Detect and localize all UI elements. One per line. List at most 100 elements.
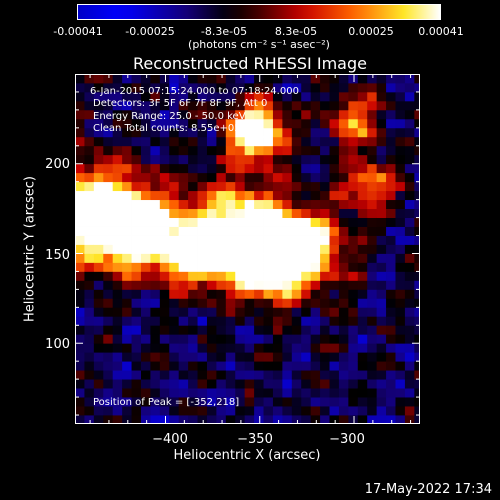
heatmap-cell — [395, 127, 406, 138]
heatmap-cell — [404, 253, 415, 263]
heatmap-cell — [376, 181, 387, 192]
heatmap-cell — [225, 361, 236, 371]
heatmap-cell — [414, 298, 420, 308]
heatmap-cell — [386, 298, 396, 308]
heatmap-cell — [197, 154, 208, 165]
heatmap-cell — [140, 127, 151, 138]
heatmap-cell — [235, 406, 246, 416]
heatmap-cell — [301, 226, 312, 236]
heatmap-cell — [206, 74, 217, 84]
heatmap-cell — [357, 136, 368, 147]
heatmap-cell — [197, 397, 208, 407]
heatmap-cell — [376, 118, 387, 129]
heatmap-cell — [348, 289, 359, 299]
heatmap-cell — [376, 370, 387, 380]
heatmap-cell — [140, 397, 151, 407]
heatmap-cell — [75, 118, 85, 129]
heatmap-cell — [112, 325, 123, 335]
heatmap-cell — [112, 406, 123, 416]
heatmap-cell — [150, 163, 161, 174]
heatmap-cell — [131, 181, 142, 192]
heatmap-cell — [122, 343, 132, 353]
heatmap-cell — [329, 262, 340, 272]
heatmap-cell — [112, 307, 123, 317]
heatmap-cell — [263, 316, 274, 326]
heatmap-cell — [84, 226, 95, 236]
heatmap-cell — [93, 316, 104, 326]
heatmap-cell — [159, 136, 170, 147]
heatmap-cell — [216, 226, 227, 236]
heatmap-cell — [93, 217, 104, 227]
heatmap-cell — [159, 127, 170, 138]
heatmap-cell — [414, 199, 420, 210]
heatmap-cell — [84, 280, 95, 290]
heatmap-cell — [320, 316, 330, 326]
heatmap-cell — [282, 316, 293, 326]
heatmap-cell — [320, 208, 330, 218]
heatmap-cell — [367, 289, 378, 299]
colorbar-tick: 0.00041 — [418, 25, 464, 38]
heatmap-cell — [150, 298, 161, 308]
heatmap-cell — [291, 325, 302, 335]
heatmap-cell — [395, 280, 406, 290]
heatmap-cell — [329, 271, 340, 281]
heatmap-cell — [357, 307, 368, 317]
heatmap-cell — [122, 136, 132, 147]
heatmap-cell — [282, 145, 293, 156]
heatmap-cell — [169, 316, 180, 326]
heatmap-cell — [75, 262, 85, 272]
heatmap-cell — [131, 271, 142, 281]
heatmap-cell — [225, 253, 236, 263]
heatmap-cell — [225, 307, 236, 317]
heatmap-cell — [386, 415, 396, 424]
heatmap-cell — [310, 235, 321, 245]
heatmap-cell — [103, 397, 114, 407]
heatmap-cell — [103, 316, 114, 326]
heatmap-cell — [414, 244, 420, 254]
heatmap-cell — [338, 190, 349, 201]
heatmap-cell — [395, 406, 406, 416]
heatmap-cell — [112, 235, 123, 245]
heatmap-cell — [386, 82, 396, 93]
heatmap-cell — [244, 208, 255, 218]
heatmap-cell — [131, 343, 142, 353]
heatmap-cell — [150, 244, 161, 254]
heatmap-cell — [216, 118, 227, 129]
heatmap-cell — [320, 298, 330, 308]
heatmap-cell — [75, 343, 85, 353]
heatmap-cell — [301, 271, 312, 281]
heatmap-cell — [131, 280, 142, 290]
heatmap-cell — [197, 235, 208, 245]
heatmap-cell — [310, 307, 321, 317]
heatmap-cell — [414, 280, 420, 290]
heatmap-cell — [93, 361, 104, 371]
heatmap-cell — [272, 397, 283, 407]
heatmap-cell — [216, 298, 227, 308]
heatmap-cell — [188, 172, 198, 183]
heatmap-cell — [367, 388, 378, 398]
heatmap-cell — [404, 136, 415, 147]
heatmap-cell — [93, 100, 104, 111]
heatmap-cell — [140, 145, 151, 156]
heatmap-cell — [112, 271, 123, 281]
heatmap-cell — [357, 190, 368, 201]
heatmap-cell — [386, 307, 396, 317]
heatmap-cell — [282, 406, 293, 416]
heatmap-cell — [140, 163, 151, 174]
heatmap-cell — [386, 199, 396, 210]
heatmap-cell — [159, 271, 170, 281]
heatmap-cell — [414, 352, 420, 362]
heatmap-cell — [376, 109, 387, 120]
heatmap-cell — [254, 181, 264, 192]
heatmap-cell — [272, 181, 283, 192]
heatmap-cell — [376, 253, 387, 263]
heatmap-cell — [206, 199, 217, 210]
heatmap-cell — [329, 397, 340, 407]
heatmap-cell — [84, 397, 95, 407]
heatmap-cell — [254, 361, 264, 371]
heatmap-cell — [338, 136, 349, 147]
heatmap-cell — [235, 289, 246, 299]
heatmap-cell — [122, 145, 132, 156]
heatmap-cell — [235, 244, 246, 254]
heatmap-cell — [112, 262, 123, 272]
